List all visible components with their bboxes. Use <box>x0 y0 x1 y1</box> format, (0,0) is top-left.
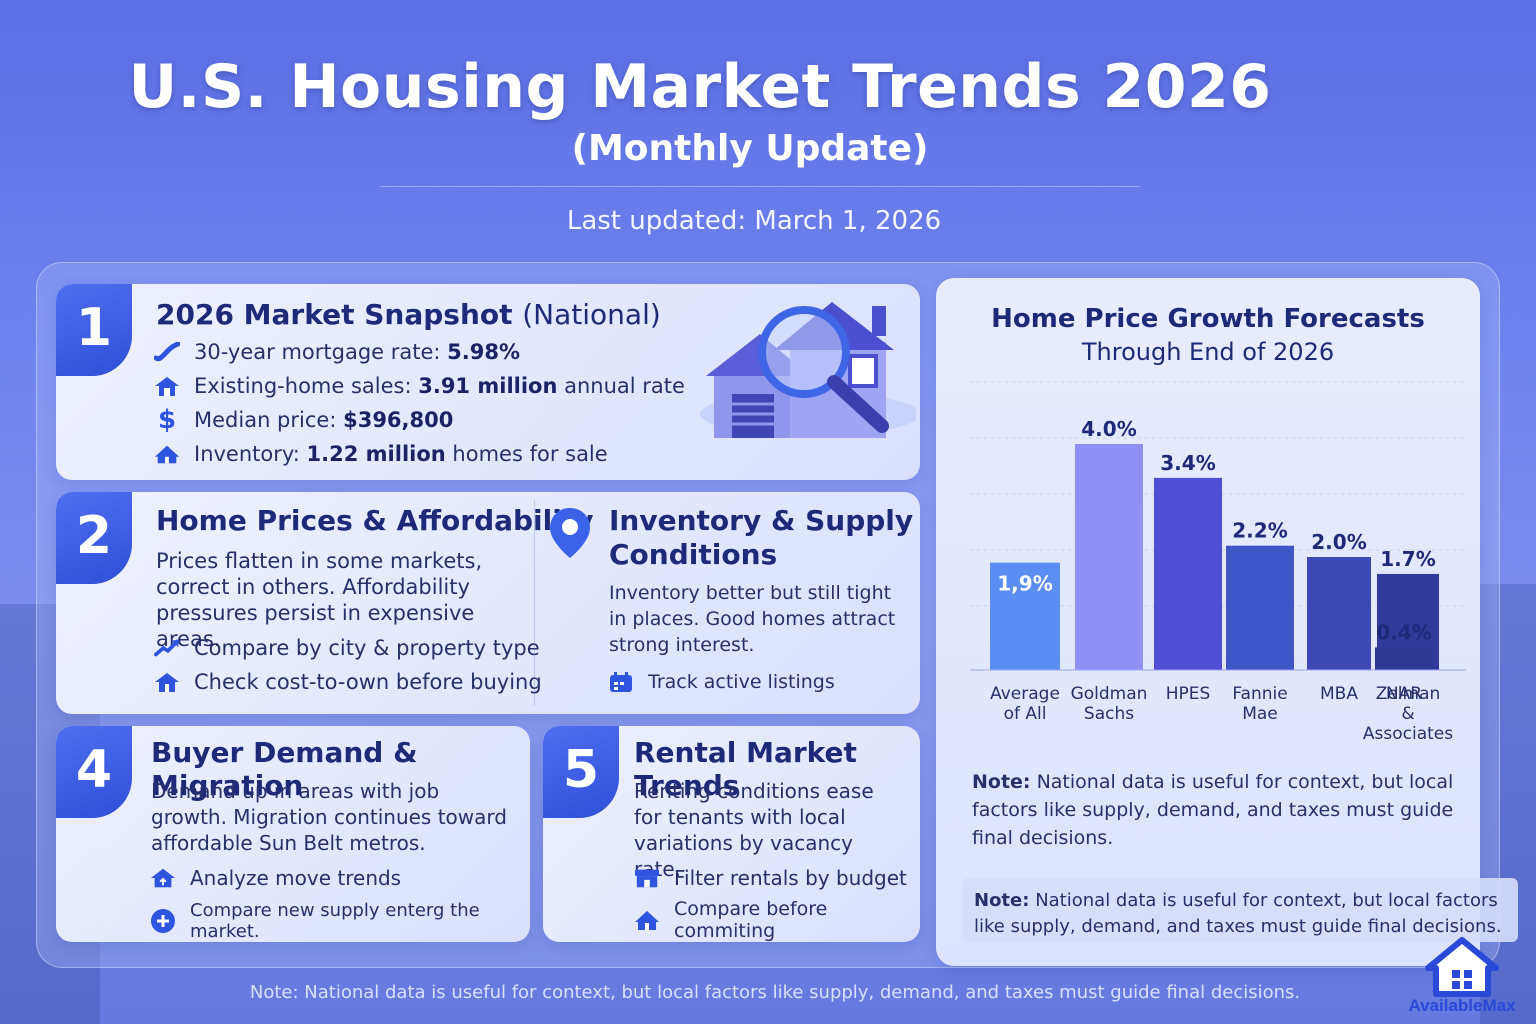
data-label-6: 0.4% <box>1376 620 1431 644</box>
prices-text: Prices flatten in some markets, correct … <box>156 549 483 651</box>
section-number: 4 <box>56 726 132 818</box>
category-label-3: Mae <box>1242 704 1278 724</box>
category-label-4: MBA <box>1320 684 1358 704</box>
data-label-4: 2.0% <box>1311 530 1366 554</box>
section-number: 1 <box>56 284 132 376</box>
data-label-5: 1.7% <box>1380 547 1435 571</box>
chart-note: Note: National data is useful for contex… <box>972 771 1454 849</box>
snapshot-item: Existing-home sales: 3.91 million annual… <box>154 374 685 398</box>
prices-inventory-card: 2 Home Prices & Affordability Prices fla… <box>56 492 920 714</box>
availablemax-logo <box>1425 937 1499 997</box>
rental-title: Rental Market Trends <box>634 736 857 802</box>
house-icon <box>154 374 180 398</box>
house-icon <box>154 670 180 694</box>
inventory-text: Inventory better but still tight in plac… <box>609 582 896 656</box>
calendar-icon <box>608 670 634 694</box>
buyer-demand-card: 4 Buyer Demand & Migration Demand up in … <box>56 726 530 942</box>
last-updated: Last updated: March 1, 2026 <box>566 206 942 236</box>
bar-4 <box>1307 557 1371 670</box>
filter-rentals-action[interactable]: Filter rentals by budget <box>634 866 907 890</box>
inventory-title: Inventory & Supply Conditions <box>609 504 914 571</box>
trend-up-icon <box>154 636 180 660</box>
section-number: 5 <box>543 726 619 818</box>
market-snapshot-card: 1 2026 Market Snapshot (National) 30-yea… <box>56 284 920 480</box>
data-label-2: 3.4% <box>1160 451 1215 475</box>
bar-1 <box>1075 444 1143 670</box>
home-arrow-icon <box>150 866 176 890</box>
category-label-0: Average <box>990 684 1060 704</box>
data-label-1: 4.0% <box>1081 417 1136 441</box>
highlighted-note: Note: National data is useful for contex… <box>962 878 1518 942</box>
forecast-chart-card: Home Price Growth Forecasts Through End … <box>936 278 1480 966</box>
data-label-3: 2.2% <box>1232 519 1287 543</box>
snapshot-item: 30-year mortgage rate: 5.98% <box>154 340 520 364</box>
category-label-6: NAR <box>1386 684 1422 704</box>
compare-city-action[interactable]: Compare by city & property type <box>154 636 540 660</box>
bar-0 <box>990 562 1060 670</box>
category-label-5: & <box>1401 704 1414 724</box>
footer-note: Note: National data is useful for contex… <box>249 982 1301 1003</box>
category-label-0: of All <box>1004 704 1047 724</box>
chart-subtitle: Through End of 2026 <box>1081 338 1335 366</box>
storefront-icon <box>634 866 660 890</box>
category-label-3: Fannie <box>1232 684 1287 704</box>
rental-text: Renting conditions ease for tenants with… <box>634 779 874 881</box>
category-label-2: HPES <box>1166 684 1211 704</box>
house-magnifier-illustration <box>700 302 916 438</box>
page-title: U.S. Housing Market Trends 2026 <box>128 52 1272 122</box>
plus-circle-icon <box>150 909 176 933</box>
track-listings-action[interactable]: Track active listings <box>608 670 835 694</box>
category-label-5: Associates <box>1363 724 1453 744</box>
dollar-icon: $ <box>157 405 177 435</box>
page-subtitle: (Monthly Update) <box>571 128 929 169</box>
bar-2 <box>1154 477 1222 670</box>
brand-name: AvailableMax <box>1408 996 1516 1015</box>
title-divider <box>380 186 1140 187</box>
demand-text: Demand up in areas with job growth. Migr… <box>151 779 507 855</box>
snapshot-title: 2026 Market Snapshot (National) <box>156 298 661 331</box>
category-label-5: Zelman <box>1376 684 1441 704</box>
category-label-1: Sachs <box>1084 704 1134 724</box>
prices-title: Home Prices & Affordability <box>156 504 594 537</box>
new-supply-action[interactable]: Compare new supply enterg the market. <box>150 900 530 942</box>
home-stock-icon <box>154 442 180 466</box>
move-trends-action[interactable]: Analyze move trends <box>150 866 401 890</box>
demand-title: Buyer Demand & Migration <box>151 736 418 802</box>
trend-line-icon <box>154 340 180 364</box>
category-label-1: Goldman <box>1071 684 1148 704</box>
bar-3 <box>1226 545 1294 670</box>
cost-to-own-action[interactable]: Check cost-to-own before buying <box>154 670 542 694</box>
data-label-0: 1,9% <box>997 572 1052 596</box>
snapshot-item: $ Median price: $396,800 <box>154 405 453 435</box>
snapshot-item: Inventory: 1.22 million homes for sale <box>154 442 608 466</box>
section-number: 2 <box>56 492 132 584</box>
card-divider <box>534 500 535 706</box>
location-pin-icon <box>548 506 592 564</box>
compare-before-committing-action[interactable]: Compare before commiting <box>634 898 920 942</box>
rental-market-card: 5 Rental Market Trends Renting condition… <box>543 726 920 942</box>
house-icon <box>634 908 660 932</box>
chart-title: Home Price Growth Forecasts <box>991 304 1425 334</box>
bar-6 <box>1375 647 1433 670</box>
